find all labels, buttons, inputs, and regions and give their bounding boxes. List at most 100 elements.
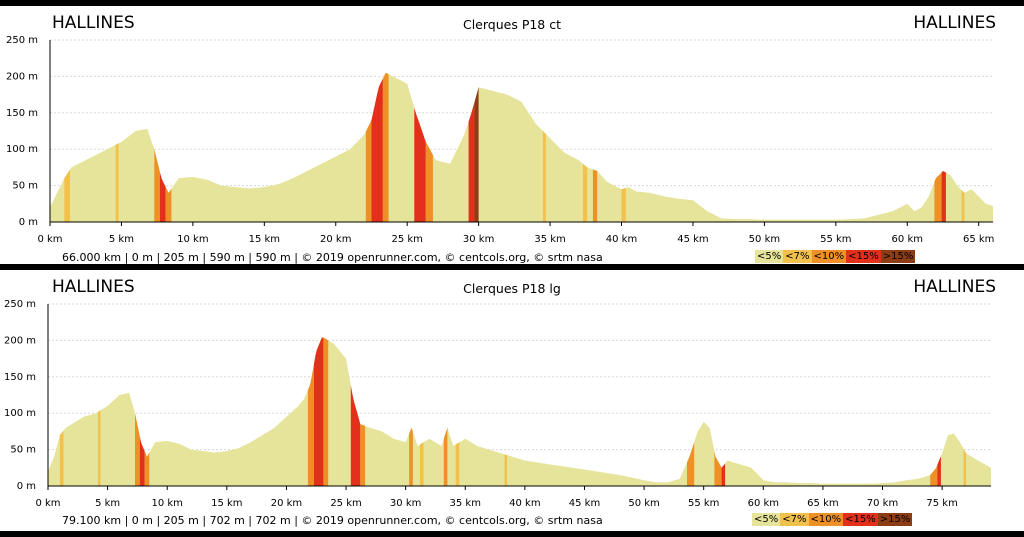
grade-segment <box>937 456 941 486</box>
grade-segment <box>409 427 413 486</box>
grade-segment <box>115 143 119 222</box>
x-tick-label: 20 km <box>271 498 302 509</box>
end-place-label: HALLINES <box>913 277 996 297</box>
grade-segment <box>468 102 475 222</box>
elevation-area <box>48 336 991 486</box>
grade-segment <box>714 451 722 486</box>
grade-segment <box>504 454 507 486</box>
legend-item: >15% <box>877 513 913 526</box>
chart-title: Clerques P18 ct <box>462 17 562 32</box>
x-tick-label: 40 km <box>509 498 540 509</box>
y-tick-label: 0 m <box>17 481 36 492</box>
chart-title: Clerques P18 lg <box>463 281 561 296</box>
grade-segment <box>474 87 479 222</box>
grade-segment <box>687 442 695 486</box>
grade-legend: <5% <7% <10% <15% >15% <box>755 250 916 263</box>
x-tick-label: 75 km <box>926 498 957 509</box>
legend-item: <10% <box>811 250 847 263</box>
profile-panel-short: 0 m 50 m 100 m 150 m 200 m 250 m 0 km 5 km 10 km… <box>0 6 1024 264</box>
y-tick-label: 200 m <box>4 335 36 346</box>
y-tick-label: 100 m <box>4 408 36 419</box>
x-tick-label: 50 km <box>628 498 659 509</box>
grade-segment <box>139 436 145 486</box>
grade-segment <box>59 430 64 486</box>
grade-segment <box>420 442 424 486</box>
x-tick-label: 35 km <box>450 498 481 509</box>
x-tick-label: 70 km <box>867 498 898 509</box>
legend-item: <15% <box>843 513 878 526</box>
grade-segment <box>64 169 70 222</box>
legend-item: <7% <box>780 513 809 526</box>
grade-segment <box>425 141 433 222</box>
x-tick-label: 15 km <box>211 498 242 509</box>
y-tick-label: 50 m <box>12 181 38 192</box>
x-tick-label: 30 km <box>390 498 421 509</box>
stats-footer: 66.000 km | 0 m | 205 m | 590 m | 590 m … <box>62 251 603 264</box>
grade-segment <box>313 337 324 486</box>
x-tick-label: 10 km <box>177 234 208 245</box>
elevation-chart-short: 0 m 50 m 100 m 150 m 200 m 250 m 0 km 5 km 10 km… <box>6 35 994 245</box>
grade-segment <box>542 131 546 222</box>
stats-footer: 79.100 km | 0 m | 205 m | 702 m | 702 m … <box>62 514 603 527</box>
grade-segment <box>165 187 172 222</box>
grade-segment <box>98 410 101 486</box>
x-tick-label: 60 km <box>892 234 923 245</box>
grade-segment <box>365 120 372 222</box>
grade-segment <box>963 448 966 486</box>
x-tick-label: 55 km <box>688 498 719 509</box>
y-tick-label: 250 m <box>6 35 38 46</box>
grade-segment <box>371 78 383 222</box>
grade-segment <box>941 171 946 222</box>
legend-item: <5% <box>752 513 781 526</box>
legend-item: <15% <box>846 250 881 263</box>
x-tick-label: 50 km <box>749 234 780 245</box>
elevation-chart-long: 0 m 50 m 100 m 150 m 200 m 250 m 0 km 5 km 10 km… <box>4 299 991 509</box>
start-place-label: HALLINES <box>52 277 135 297</box>
x-tick-label: 25 km <box>391 234 422 245</box>
grade-segment <box>414 107 426 222</box>
x-tick-label: 60 km <box>748 498 779 509</box>
grade-segment <box>307 364 314 486</box>
grade-segment <box>934 172 942 222</box>
x-tick-label: 20 km <box>320 234 351 245</box>
y-tick-label: 250 m <box>4 299 36 310</box>
grade-segment <box>323 337 329 486</box>
legend-item: >15% <box>880 250 916 263</box>
x-tick-label: 25 km <box>330 498 361 509</box>
grade-segment <box>721 463 726 486</box>
x-tick-label: 5 km <box>95 498 120 509</box>
grade-segment <box>455 442 460 486</box>
y-tick-label: 100 m <box>6 144 38 155</box>
y-tick-label: 50 m <box>10 445 36 456</box>
grade-legend: <5% <7% <10% <15% >15% <box>752 513 913 526</box>
legend-item: <5% <box>755 250 784 263</box>
x-tick-label: 45 km <box>569 498 600 509</box>
grade-segment <box>360 424 366 486</box>
grade-segment <box>154 149 160 222</box>
grade-segment <box>582 163 588 222</box>
x-tick-label: 10 km <box>151 498 182 509</box>
grade-segment <box>592 169 598 222</box>
grade-segment <box>621 187 626 222</box>
grade-segment <box>961 190 965 222</box>
grade-segment <box>144 451 150 486</box>
x-tick-label: 15 km <box>249 234 280 245</box>
x-tick-label: 35 km <box>534 234 565 245</box>
legend-item: <10% <box>808 513 844 526</box>
grade-segment <box>135 413 140 486</box>
x-tick-label: 0 km <box>37 234 62 245</box>
start-place-label: HALLINES <box>52 13 135 33</box>
x-tick-label: 65 km <box>807 498 838 509</box>
x-tick-label: 45 km <box>677 234 708 245</box>
end-place-label: HALLINES <box>913 13 996 33</box>
grade-segment <box>350 385 361 486</box>
legend-item: <7% <box>783 250 812 263</box>
x-tick-label: 65 km <box>963 234 994 245</box>
y-tick-label: 200 m <box>6 71 38 82</box>
x-tick-label: 0 km <box>35 498 60 509</box>
x-tick-label: 5 km <box>109 234 134 245</box>
x-tick-label: 30 km <box>463 234 494 245</box>
x-tick-label: 55 km <box>820 234 851 245</box>
grade-segment <box>382 72 389 222</box>
elevation-area <box>50 72 993 222</box>
